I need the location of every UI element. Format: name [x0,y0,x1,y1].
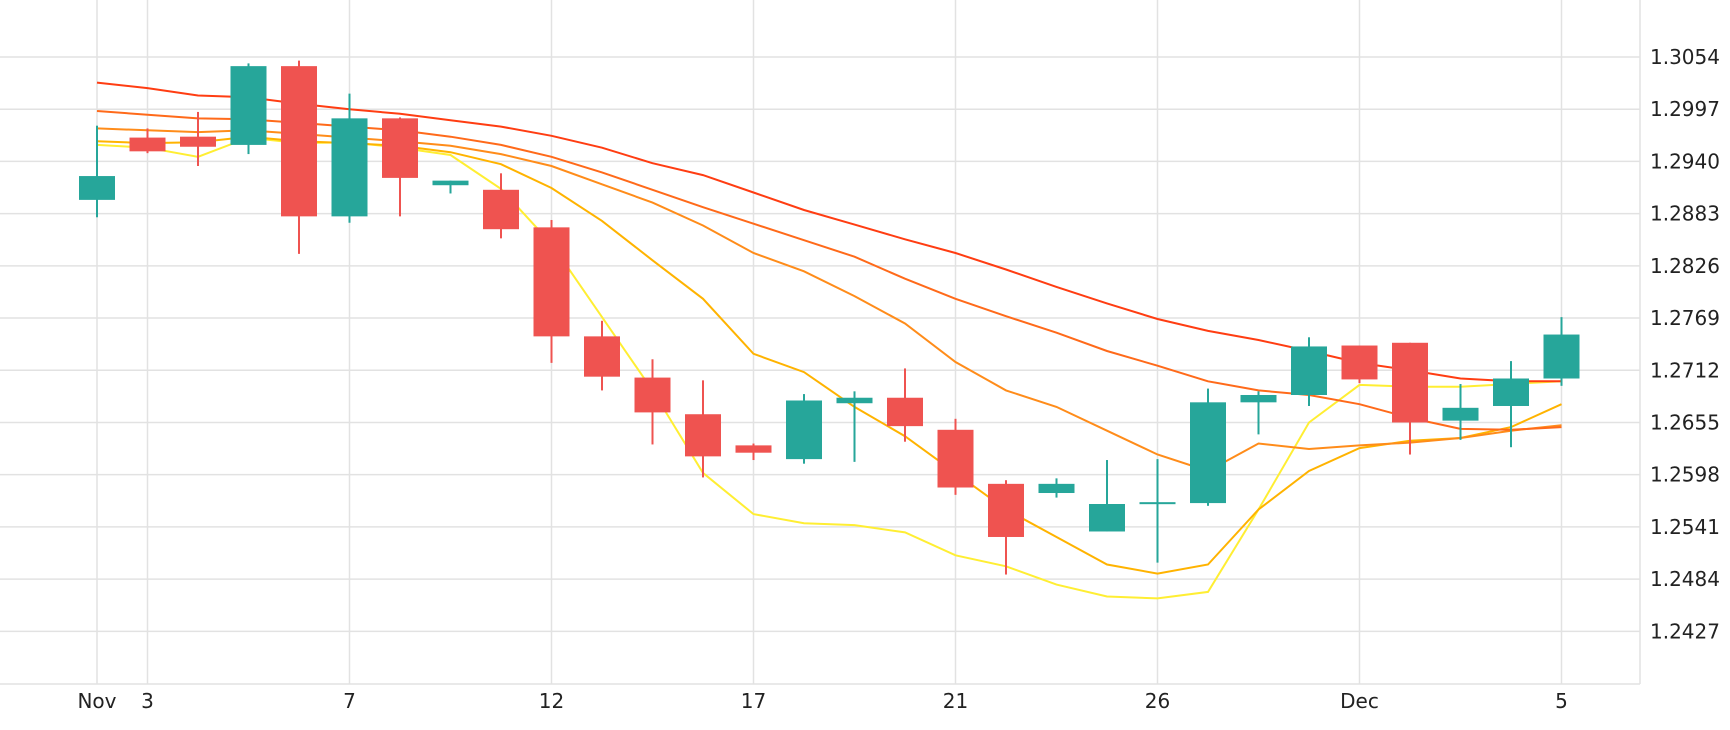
candle-body [533,227,570,337]
candle [1139,459,1176,563]
candle [685,380,721,478]
y-tick-label: 1.2769 [1650,306,1720,330]
candle-body [836,397,873,404]
candle-body [735,445,772,453]
candle-body [1089,504,1125,532]
x-tick-label: Dec [1340,689,1379,713]
candle [1089,460,1125,532]
candle-body [180,136,216,147]
candle-body [1190,402,1226,504]
candle [180,111,216,166]
candle [735,443,772,461]
candle-body [685,414,721,457]
candle-body [1392,342,1428,423]
candle [483,173,519,239]
candle [1291,337,1327,406]
candle [281,60,317,254]
candle-body [1291,346,1327,395]
x-tick-label: Nov [77,689,116,713]
y-tick-label: 1.3054 [1650,45,1720,69]
candle [836,391,873,462]
y-tick-label: 1.2427 [1650,619,1720,643]
x-tick-label: 26 [1145,689,1170,713]
candle-body [331,118,368,217]
candle-body [79,176,115,200]
candle-body [887,397,923,427]
y-axis-labels: 1.3054 1.2997 1.2940 1.2883 1.2826 1.2769 1.27… [1650,45,1720,643]
candle [786,394,822,464]
candle-body [1543,334,1580,379]
candle [1392,342,1428,455]
candle-body [281,66,317,217]
x-tick-label: 5 [1555,689,1568,713]
candles [79,60,1580,575]
candle [937,418,974,495]
candle [988,480,1024,575]
y-tick-label: 1.2997 [1650,97,1720,121]
candle-body [1493,378,1529,406]
y-tick-label: 1.2541 [1650,515,1720,539]
candle-body [230,66,267,145]
candle [584,320,620,391]
x-tick-label: 12 [539,689,564,713]
candle [1341,345,1378,384]
y-tick-label: 1.2484 [1650,567,1720,591]
x-tick-label: 21 [943,689,968,713]
candle-body [786,400,822,460]
candle [331,93,368,223]
candle [1190,388,1226,506]
candle [230,63,267,155]
candle [432,180,469,194]
x-axis-labels: Nov 3 7 12 17 21 26 Dec 5 [77,689,1567,713]
candle [887,368,923,442]
x-tick-label: 3 [141,689,154,713]
candle-body [432,180,469,186]
candle [533,220,570,363]
y-tick-label: 1.2826 [1650,254,1720,278]
x-tick-label: 17 [741,689,766,713]
candle [1543,317,1580,386]
candle [382,117,418,217]
candle [79,125,115,218]
y-tick-label: 1.2712 [1650,358,1720,382]
candle-body [129,137,166,152]
candle-body [1442,407,1479,421]
candle-body [988,483,1024,537]
y-tick-label: 1.2940 [1650,149,1720,173]
candle-body [634,377,671,413]
candle-body [382,118,418,178]
candle-body [584,336,620,377]
candle [1493,361,1529,448]
candle [1038,478,1075,498]
y-tick-label: 1.2883 [1650,202,1720,226]
y-tick-label: 1.2598 [1650,463,1720,487]
candle [1442,384,1479,440]
candle [634,359,671,445]
x-tick-label: 7 [343,689,356,713]
candle-body [1240,394,1277,403]
candle-body [937,429,974,488]
candle [1240,391,1277,435]
candle-body [1139,502,1176,505]
candle [129,128,166,154]
y-tick-label: 1.2655 [1650,410,1720,434]
candle-body [483,189,519,230]
candle-body [1341,345,1378,380]
candle-body [1038,483,1075,494]
